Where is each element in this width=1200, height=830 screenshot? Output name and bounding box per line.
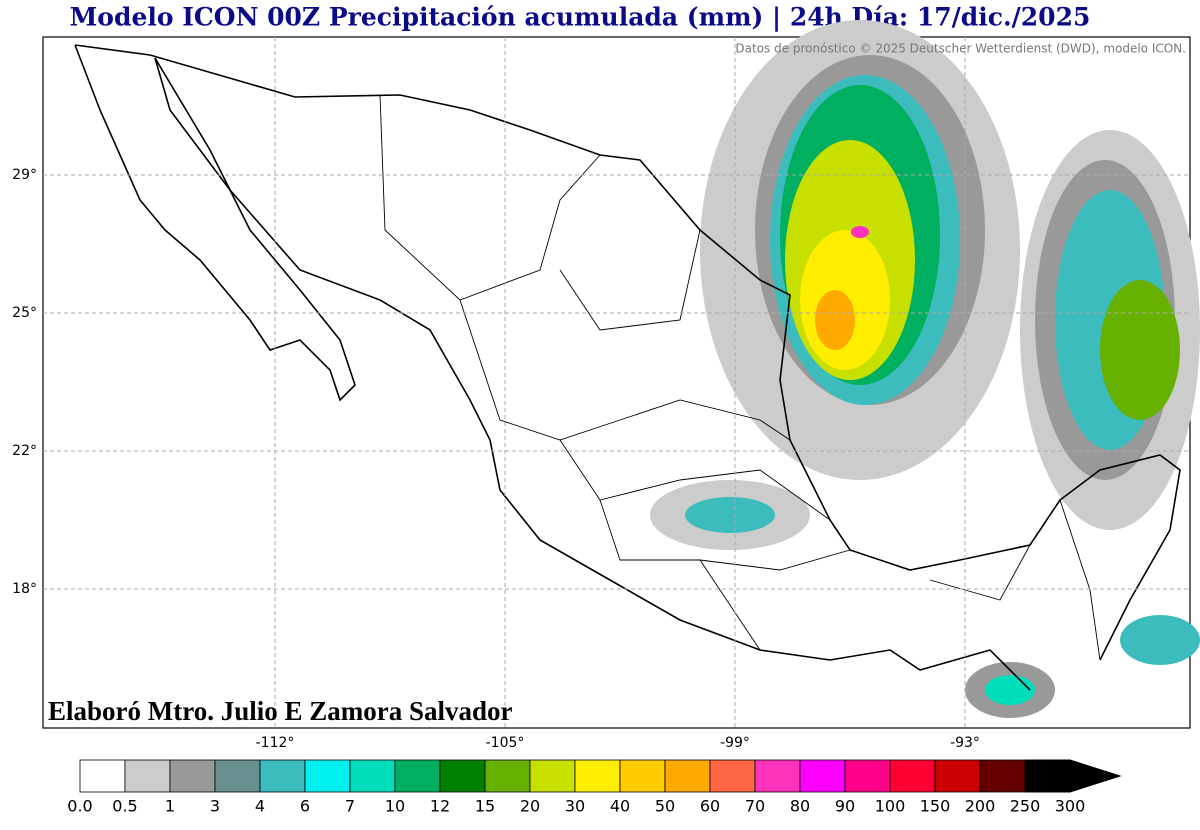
colorbar-label: 15 xyxy=(475,797,495,816)
colorbar-label: 300 xyxy=(1055,797,1086,816)
colorbar-label: 40 xyxy=(610,797,630,816)
credit: Datos de pronóstico © 2025 Deutscher Wet… xyxy=(735,42,1186,56)
map-frame xyxy=(42,36,1191,729)
colorbar-label: 250 xyxy=(1010,797,1041,816)
colorbar-box xyxy=(169,759,216,793)
colorbar-label: 60 xyxy=(700,797,720,816)
state-borders xyxy=(379,94,1101,661)
colorbar: 0.0 0.5 1 3 4 6 7 10 12 15 20 30 40 50 60 70 80 90 100 150 2… xyxy=(67,759,1122,816)
colorbar-box xyxy=(439,759,486,793)
colorbar-box xyxy=(484,759,531,793)
graticule xyxy=(43,37,1190,728)
colorbar-box xyxy=(844,759,891,793)
lat-label: 22° xyxy=(12,443,37,459)
colorbar-label: 200 xyxy=(965,797,996,816)
coastline xyxy=(154,57,1031,691)
lat-label: 25° xyxy=(12,305,37,321)
colorbar-box xyxy=(349,759,396,793)
colorbar-box xyxy=(889,759,936,793)
colorbar-box xyxy=(754,759,801,793)
map: Datos de pronóstico © 2025 Deutscher Wet… xyxy=(42,20,1200,729)
colorbar-label: 0.0 xyxy=(67,797,92,816)
colorbar-box xyxy=(529,759,576,793)
lon-label: -112° xyxy=(256,735,295,751)
lat-label: 18° xyxy=(12,581,37,597)
colorbar-box xyxy=(799,759,846,793)
colorbar-label: 4 xyxy=(255,797,265,816)
colorbar-box xyxy=(934,759,981,793)
lon-label: -99° xyxy=(720,735,750,751)
colorbar-label: 150 xyxy=(920,797,951,816)
colorbar-box xyxy=(79,759,126,793)
colorbar-box xyxy=(304,759,351,793)
colorbar-label: 7 xyxy=(345,797,355,816)
author: Elaboró Mtro. Julio E Zamora Salvador xyxy=(48,696,513,726)
colorbar-label: 1 xyxy=(165,797,175,816)
baja-california xyxy=(74,44,356,402)
colorbar-label: 3 xyxy=(210,797,220,816)
colorbar-label: 10 xyxy=(385,797,405,816)
colorbar-box xyxy=(259,759,306,793)
colorbar-label: 0.5 xyxy=(112,797,137,816)
lon-label: -93° xyxy=(950,735,980,751)
colorbar-label: 90 xyxy=(835,797,855,816)
colorbar-arrow xyxy=(1024,759,1122,793)
colorbar-label: 20 xyxy=(520,797,540,816)
colorbar-box xyxy=(394,759,441,793)
colorbar-box xyxy=(709,759,756,793)
colorbar-box xyxy=(664,759,711,793)
colorbar-label: 6 xyxy=(300,797,310,816)
colorbar-box xyxy=(979,759,1026,793)
precipitation xyxy=(650,20,1200,718)
title: Modelo ICON 00Z Precipitación acumulada … xyxy=(70,3,1091,32)
colorbar-box xyxy=(619,759,666,793)
colorbar-box xyxy=(124,759,171,793)
colorbar-label: 100 xyxy=(875,797,906,816)
colorbar-label: 70 xyxy=(745,797,765,816)
colorbar-label: 30 xyxy=(565,797,585,816)
colorbar-label: 50 xyxy=(655,797,675,816)
lat-label: 29° xyxy=(12,167,37,183)
colorbar-label: 12 xyxy=(430,797,450,816)
colorbar-box xyxy=(574,759,621,793)
colorbar-box xyxy=(214,759,261,793)
lon-label: -105° xyxy=(486,735,525,751)
colorbar-label: 80 xyxy=(790,797,810,816)
